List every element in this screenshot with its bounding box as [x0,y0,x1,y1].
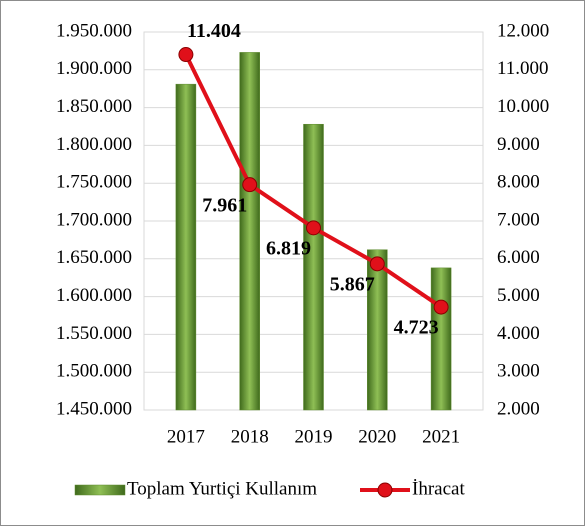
x-tick-label: 2021 [422,426,460,447]
y2-tick-label: 6.000 [497,247,540,268]
y-tick-label: 1.650.000 [56,247,132,268]
data-label: 7.961 [202,194,247,216]
y-tick-label: 1.950.000 [56,20,132,41]
line-marker [242,177,258,193]
x-tick-label: 2019 [295,426,333,447]
y-tick-label: 1.450.000 [56,398,132,419]
y2-tick-label: 4.000 [497,323,540,344]
y-tick-label: 1.850.000 [56,96,132,117]
bar [367,249,388,411]
legend-label: Toplam Yurtiçi Kullanım [127,478,317,499]
y-tick-label: 1.700.000 [56,209,132,230]
x-tick-label: 2017 [167,426,205,447]
x-tick-label: 2018 [231,426,269,447]
y-tick-label: 1.900.000 [56,58,132,79]
legend-swatch [74,484,126,496]
y2-tick-label: 5.000 [497,285,540,306]
legend-marker [377,482,393,498]
y2-tick-label: 12.000 [497,20,549,41]
y2-tick-label: 3.000 [497,361,540,382]
line-marker [178,47,194,63]
bar [175,83,197,411]
y-tick-label: 1.600.000 [56,285,132,306]
y-tick-label: 1.550.000 [56,323,132,344]
data-label: 5.867 [330,273,375,295]
y2-tick-label: 11.000 [497,58,549,79]
line-marker [306,220,321,236]
y2-tick-label: 8.000 [497,172,540,193]
y2-tick-label: 7.000 [497,209,540,230]
y-tick-label: 1.750.000 [56,172,132,193]
data-label: 6.819 [266,237,311,259]
y-tick-label: 1.800.000 [56,134,132,155]
bar [239,52,260,411]
data-label: 4.723 [394,317,439,339]
line-marker [433,299,449,315]
y-tick-label: 1.500.000 [56,361,132,382]
bar [430,267,452,411]
y2-tick-label: 9.000 [497,134,540,155]
legend-label: İhracat [412,478,465,499]
bar [303,123,324,411]
data-label: 11.404 [187,20,241,42]
x-tick-label: 2020 [358,426,396,447]
y2-tick-label: 2.000 [497,398,540,419]
line-marker [369,256,385,272]
y2-tick-label: 10.000 [497,96,549,117]
